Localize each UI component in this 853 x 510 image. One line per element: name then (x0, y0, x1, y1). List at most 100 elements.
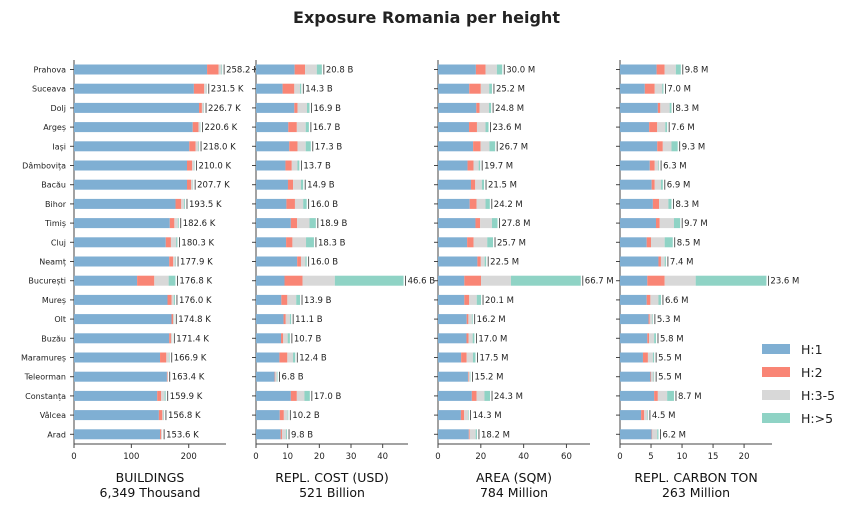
bar-h35 (191, 179, 193, 190)
bar-h5 (305, 141, 311, 152)
bar-h35 (287, 294, 297, 305)
legend-label: H:1 (801, 342, 823, 357)
bar-h5 (306, 102, 310, 113)
bar-h35 (662, 141, 672, 152)
panel-xlabel: REPL. CARBON TON (634, 470, 757, 485)
legend: H:1 H:2 H:3-5 H:>5 (762, 342, 835, 426)
bar-value-label: 17.5 M (479, 354, 508, 364)
bar-h1 (438, 275, 465, 286)
bar-h35 (192, 160, 194, 171)
panel-1: 0 100 200 Prahova 258.2 K Suceava 231.5 K Dolj 2… (21, 60, 259, 500)
bar-h1 (438, 141, 474, 152)
bar-h2 (654, 390, 658, 401)
bar-h5 (485, 198, 490, 209)
bar-h2 (644, 83, 655, 94)
bar-value-label: 15.2 M (475, 373, 504, 383)
bar-h2 (289, 141, 298, 152)
bar-h1 (438, 352, 462, 363)
bar-h1 (74, 83, 194, 94)
bar-h35 (469, 294, 477, 305)
bar-h1 (256, 179, 288, 190)
bar-h1 (438, 410, 461, 421)
bar-h1 (74, 410, 159, 421)
bar-value-label: 5.5 M (658, 373, 682, 383)
bar-h5 (303, 198, 307, 209)
bar-h2 (649, 122, 658, 133)
bar-h2 (646, 294, 651, 305)
bar-h1 (256, 352, 280, 363)
bar-value-label: 7.4 M (670, 258, 694, 268)
bar-h2 (288, 122, 297, 133)
bar-value-label: 9.8 M (685, 66, 709, 76)
bar-value-label: 4.5 M (652, 411, 676, 421)
bar-h2 (646, 237, 652, 248)
bar-value-label: 180.3 K (181, 238, 214, 248)
panel-total: 784 Million (480, 485, 548, 500)
bar-h2 (171, 314, 174, 325)
bar-value-label: 7.0 M (667, 85, 691, 95)
bar-h35 (657, 122, 666, 133)
bar-h2 (290, 218, 298, 229)
bar-h35 (476, 198, 486, 209)
bar-h1 (620, 160, 650, 171)
x-tick-label: 40 (377, 452, 388, 462)
panel-xlabel: BUILDINGS (116, 470, 185, 485)
bar-h35 (154, 275, 169, 286)
bar-h2 (642, 352, 648, 363)
bar-h35 (485, 64, 497, 75)
bar-h35 (181, 198, 185, 209)
bar-h1 (256, 371, 275, 382)
bar-h2 (157, 390, 162, 401)
x-tick-label: 10 (282, 452, 293, 462)
bar-h5 (476, 294, 482, 305)
bar-h35 (480, 256, 485, 267)
bar-h5 (300, 83, 302, 94)
category-label: Olt (54, 315, 66, 324)
legend-label: H:>5 (801, 411, 833, 426)
bar-h5 (286, 429, 288, 440)
category-label: Suceava (32, 85, 66, 94)
bar-h1 (620, 141, 658, 152)
bar-h35 (170, 237, 177, 248)
bar-h35 (281, 429, 287, 440)
category-label: Maramureș (21, 354, 66, 364)
bar-h2 (468, 429, 470, 440)
bar-h5 (289, 314, 292, 325)
panel-xlabel: AREA (SQM) (476, 470, 552, 485)
bar-h5 (475, 429, 477, 440)
bar-h2 (286, 237, 293, 248)
category-label: Timiș (44, 219, 66, 229)
bar-h5 (164, 390, 166, 401)
bar-h5 (478, 160, 481, 171)
bar-h1 (620, 218, 656, 229)
bar-h35 (647, 352, 653, 363)
bar-h35 (468, 333, 473, 344)
bar-value-label: 153.6 K (166, 430, 199, 440)
bar-value-label: 20.1 M (485, 296, 514, 306)
bar-h35 (283, 333, 288, 344)
bar-h1 (620, 122, 650, 133)
category-label: Neamț (39, 258, 66, 268)
bar-value-label: 16.2 M (477, 315, 506, 325)
bar-value-label: 21.5 M (488, 181, 517, 191)
bar-h2 (294, 64, 306, 75)
bar-h5 (669, 102, 672, 113)
category-label: Bacău (41, 181, 66, 190)
bar-h2 (158, 410, 163, 421)
bar-h2 (186, 160, 193, 171)
bar-h1 (74, 160, 187, 171)
bar-h35 (195, 141, 199, 152)
bar-h1 (256, 198, 287, 209)
bar-h5 (484, 256, 487, 267)
bar-h2 (473, 141, 481, 152)
bar-h2 (648, 314, 650, 325)
bar-value-label: 25.2 M (496, 85, 525, 95)
bar-h35 (659, 218, 674, 229)
bar-h5 (472, 352, 476, 363)
bar-value-label: 9.8 B (291, 430, 313, 440)
bar-h2 (192, 122, 199, 133)
bar-h1 (438, 371, 468, 382)
bar-h5 (671, 141, 678, 152)
bar-h35 (660, 102, 670, 113)
bar-h2 (651, 429, 653, 440)
